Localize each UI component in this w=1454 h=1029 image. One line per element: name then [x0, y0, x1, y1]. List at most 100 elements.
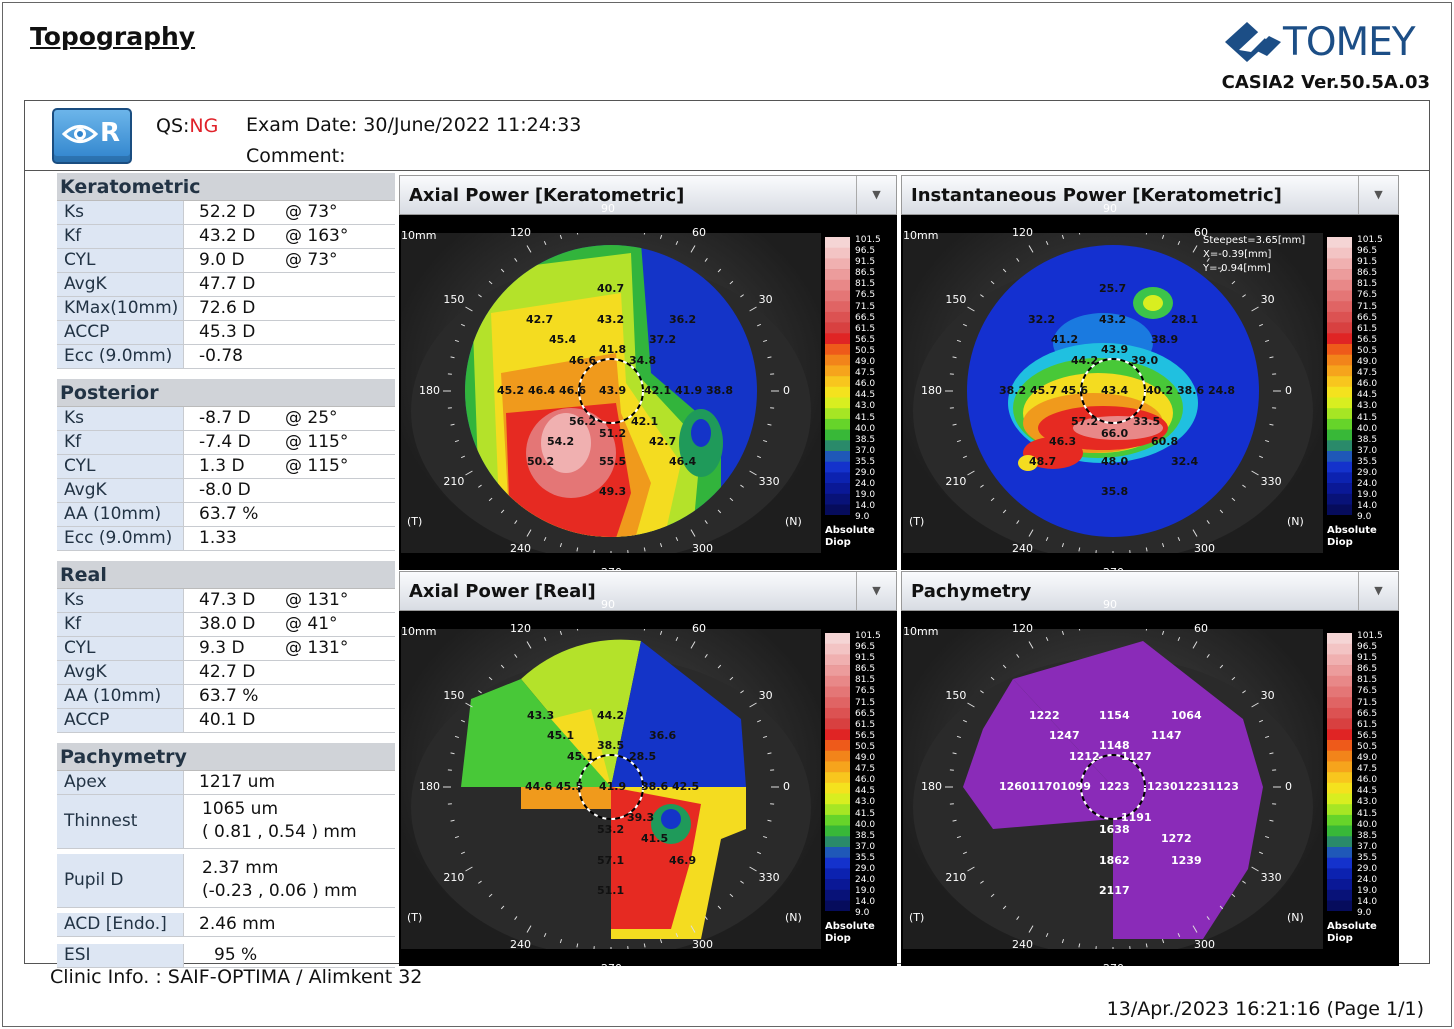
scale-value: 43.0 — [1357, 797, 1378, 808]
chevron-down-icon[interactable]: ▼ — [1358, 572, 1398, 610]
map-value: 1862 — [1099, 854, 1130, 867]
posterior-rows: Ks -8.7 D @ 25° Kf -7.4 D @ 115° CYL 1.3 D @ 115… — [57, 407, 395, 551]
scale-value: 19.0 — [855, 886, 876, 897]
scale-unit-type: Absolute — [825, 921, 875, 932]
keratometric-heading: Keratometric — [57, 173, 395, 201]
panel-header[interactable]: Instantaneous Power [Keratometric] ▼ — [901, 175, 1399, 215]
table-row: Kf -7.4 D @ 115° — [57, 431, 395, 455]
map-value: 41.9 — [599, 780, 627, 793]
map-value: 51.1 — [597, 884, 625, 897]
row-value: 43.2 D — [199, 226, 256, 246]
scale-value: 56.5 — [1357, 334, 1378, 345]
row-axis — [285, 273, 395, 296]
thinnest-value: 1065 um — [202, 799, 279, 819]
scale-value: 96.5 — [855, 246, 876, 257]
nasal-label: (N) — [785, 911, 802, 924]
map-value: 43.4 — [1101, 384, 1129, 397]
panel-header[interactable]: Pachymetry ▼ — [901, 571, 1399, 611]
scale-value: 29.0 — [855, 467, 876, 478]
row-key: Ecc (9.0mm) — [57, 345, 184, 368]
panel-header[interactable]: Axial Power [Keratometric] ▼ — [399, 175, 897, 215]
scale-value: 44.5 — [1357, 390, 1378, 401]
map-scale-label: 10mm — [903, 229, 939, 242]
map-value: 2117 — [1099, 884, 1130, 897]
scale-value: 81.5 — [855, 279, 876, 290]
steepest-info: Steepest=3.65[mm] — [1203, 235, 1306, 246]
row-key: ACD [Endo.] — [57, 913, 184, 936]
table-row: ACCP 45.3 D — [57, 321, 395, 345]
table-row: KMax(10mm) 72.6 D — [57, 297, 395, 321]
row-value: 40.1 D — [199, 710, 256, 730]
angle-label: 150 — [945, 689, 967, 702]
map-value: 43.2 — [1099, 313, 1127, 326]
scale-value: 38.5 — [1357, 434, 1378, 445]
scale-value: 14.0 — [855, 501, 876, 512]
map-value: 46.3 — [1049, 435, 1077, 448]
scale-value: 76.5 — [1357, 686, 1378, 697]
nasal-label: (N) — [785, 515, 802, 528]
chevron-down-icon[interactable]: ▼ — [1358, 176, 1398, 214]
map-graphic — [913, 619, 1313, 957]
right-eye-button[interactable]: R — [52, 108, 132, 164]
scale-value: 38.5 — [1357, 830, 1378, 841]
row-axis: @ 163° — [285, 226, 349, 246]
map-value: 57.2 — [1071, 415, 1099, 428]
chevron-down-icon[interactable]: ▼ — [856, 572, 896, 610]
map-value: 42.7 — [526, 313, 554, 326]
map-value: 54.2 — [547, 435, 575, 448]
scale-value: 35.5 — [855, 852, 876, 863]
map-value: 41.8 — [599, 343, 627, 356]
pachymetry-heading: Pachymetry — [57, 743, 395, 771]
pachymetry-panel: Pachymetry ▼ 10mm 90 60 30 0 330 300 270 240 210 18… — [901, 571, 1399, 975]
color-scale-legend: 101.5 96.5 91.5 86.5 81.5 76.5 71.5 66.5 61.5 56.… — [825, 235, 895, 555]
chevron-down-icon[interactable]: ▼ — [856, 176, 896, 214]
row-value: 63.7 % — [199, 686, 259, 706]
topography-map[interactable]: 10mm9060300330300270240210180150120(T)(N… — [903, 202, 1323, 579]
scale-value: 47.5 — [1357, 764, 1378, 775]
panel-title: Axial Power [Real] — [409, 581, 596, 602]
row-value: 1217 um — [199, 772, 276, 792]
scale-value: 19.0 — [1357, 490, 1378, 501]
row-key: CYL — [57, 249, 184, 272]
row-axis: @ 73° — [285, 250, 338, 270]
scale-value: 24.0 — [1357, 479, 1378, 490]
angle-label: 270 — [1103, 962, 1124, 975]
row-axis — [285, 345, 395, 368]
row-value: 45.3 D — [199, 322, 256, 342]
scale-value: 44.5 — [1357, 786, 1378, 797]
scale-value: 41.5 — [1357, 412, 1378, 423]
scale-value: 47.5 — [1357, 368, 1378, 379]
row-axis: @ 131° — [285, 638, 349, 658]
scale-value: 49.0 — [855, 753, 876, 764]
scale-value: 101.5 — [1357, 235, 1383, 245]
angle-label: 0 — [783, 384, 790, 397]
scale-value: 24.0 — [855, 479, 876, 490]
map-value: 126011701099 — [999, 780, 1091, 793]
exam-date: Exam Date: 30/June/2022 11:24:33 — [246, 114, 582, 136]
map-value: 40.7 — [597, 282, 625, 295]
map-value: 51.2 — [599, 427, 627, 440]
print-timestamp: 13/Apr./2023 16:21:16 (Page 1/1) — [1106, 998, 1424, 1020]
table-row: AvgK -8.0 D — [57, 479, 395, 503]
scale-value: 50.5 — [855, 345, 876, 356]
scale-value: 14.0 — [1357, 897, 1378, 908]
scale-value: 50.5 — [1357, 741, 1378, 752]
angle-label: 60 — [692, 226, 706, 240]
table-row: ACD [Endo.] 2.46 mm — [57, 913, 395, 937]
map-value: 43.3 — [527, 709, 555, 722]
map-value: 53.2 — [597, 823, 625, 836]
row-value: 47.7 D — [199, 274, 256, 294]
table-row: Kf 43.2 D @ 163° — [57, 225, 395, 249]
angle-label: 210 — [945, 871, 967, 884]
scale-value: 9.0 — [1357, 908, 1372, 919]
scale-value: 47.5 — [855, 764, 876, 775]
angle-label: 30 — [758, 293, 773, 306]
row-axis — [285, 709, 395, 732]
panel-header[interactable]: Axial Power [Real] ▼ — [399, 571, 897, 611]
topography-map[interactable]: 10mm9060300330300270240210180150120(T)(N… — [401, 202, 821, 579]
angle-label: 240 — [1012, 541, 1033, 555]
scale-value: 38.5 — [855, 830, 876, 841]
map-value: 1064 — [1171, 709, 1202, 722]
